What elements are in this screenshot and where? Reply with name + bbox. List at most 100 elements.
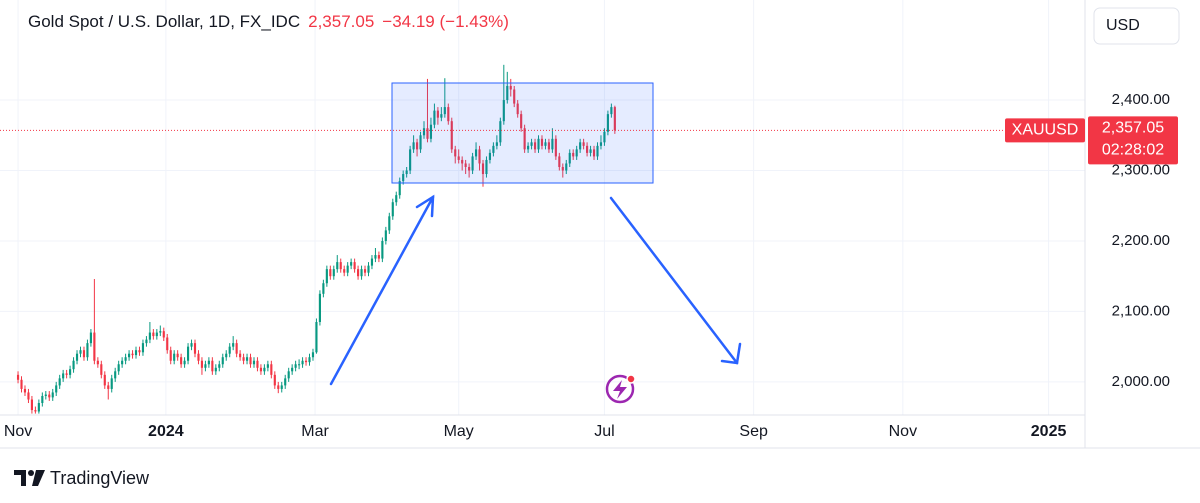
candle-body [169,350,172,361]
header-price: 2,357.05 [308,12,374,31]
candle-body [37,403,40,412]
candle-body [363,269,367,273]
candle-body [204,364,207,368]
symbol-label: XAUUSD [1012,122,1079,139]
candle-body [433,110,436,125]
candle-body [141,343,145,353]
candle-body [547,142,550,150]
candle-body [527,145,530,150]
x-tick-label: May [444,423,474,440]
candle-body [325,269,328,284]
candle-body [287,371,290,379]
candle-body [41,395,44,404]
candle-body [72,360,75,370]
candle-body [186,346,190,361]
candle-body [554,138,557,157]
candle-body [533,142,537,150]
currency-button[interactable] [1093,7,1180,45]
candle-body [256,360,259,368]
candle-body [252,360,256,365]
candle-body [107,385,110,389]
candle-body [304,360,308,363]
candle-body [353,262,356,270]
candle-body [301,360,304,365]
candle-body [20,379,23,389]
countdown-label: 02:28:02 [1102,142,1164,159]
candle-body [89,332,92,344]
candle-body [336,262,339,270]
candle-body [152,332,155,337]
candle-body [214,367,217,372]
candle-body [86,343,89,358]
candle-body [62,373,65,379]
brand-logo [14,470,45,486]
candle-body [93,332,96,361]
candle-body [30,399,33,411]
candle-body [412,142,415,150]
candle-body [516,103,519,115]
x-tick-label: Sep [739,423,768,440]
candle-body [332,269,335,277]
candle-body [485,159,488,175]
candle-body [544,142,547,146]
title: Gold Spot / U.S. Dollar, 1D, FX_IDC [28,12,300,31]
candle-body [58,378,61,386]
candle-body [308,357,311,363]
candle-body [266,364,269,368]
candle-body [134,350,138,356]
candle-body [270,364,273,375]
candle-body [568,152,571,164]
candle-body [69,369,72,375]
down-arrow-head [720,342,742,365]
candle-body [159,331,162,333]
candle-body [138,350,141,353]
candle-body [374,255,377,259]
candle-body [221,357,224,365]
candle-body [596,145,599,157]
price-badge-label: 2,357.05 [1102,120,1164,137]
candle-body [124,357,127,361]
candle-body [180,357,183,365]
candles [16,64,616,414]
candle-body [242,357,245,361]
candle-body [218,364,221,368]
flash-icon[interactable] [605,374,636,404]
chart-title: Gold Spot / U.S. Dollar, 1D, FX_IDC 2,357… [28,12,509,31]
candle-body [110,378,113,389]
candle-body [506,85,509,101]
candle-body [592,149,596,157]
candle-body [329,269,332,277]
candle-body [162,331,165,338]
grid [0,0,1085,415]
candle-body [613,107,616,131]
candle-body [405,170,408,175]
candle-body [114,371,117,379]
candle-body [96,360,99,365]
candle-body [603,131,606,143]
candle-body [398,181,401,196]
candle-body [429,124,433,139]
candle-body [478,149,481,164]
up-arrow-head [415,194,435,218]
candle-body [44,394,47,396]
candle-body [193,343,197,354]
candle-body [322,283,325,294]
x-tick-label: Nov [4,423,32,440]
candle-body [388,216,391,231]
candle-body [357,269,360,277]
candle-body [450,121,453,150]
x-tick-label: Nov [889,423,917,440]
x-tick-label: Mar [301,423,329,440]
candle-body [610,107,613,115]
candle-body [155,332,158,337]
candle-body [395,195,398,203]
currency-label[interactable]: USD [1106,17,1140,34]
candle-body [409,149,412,171]
y-tick-label: 2,000.00 [1112,373,1170,390]
candle-body [298,364,301,366]
candle-body [176,353,179,358]
candle-body [339,262,342,270]
candle-body [225,353,228,358]
candle-body [579,142,582,150]
